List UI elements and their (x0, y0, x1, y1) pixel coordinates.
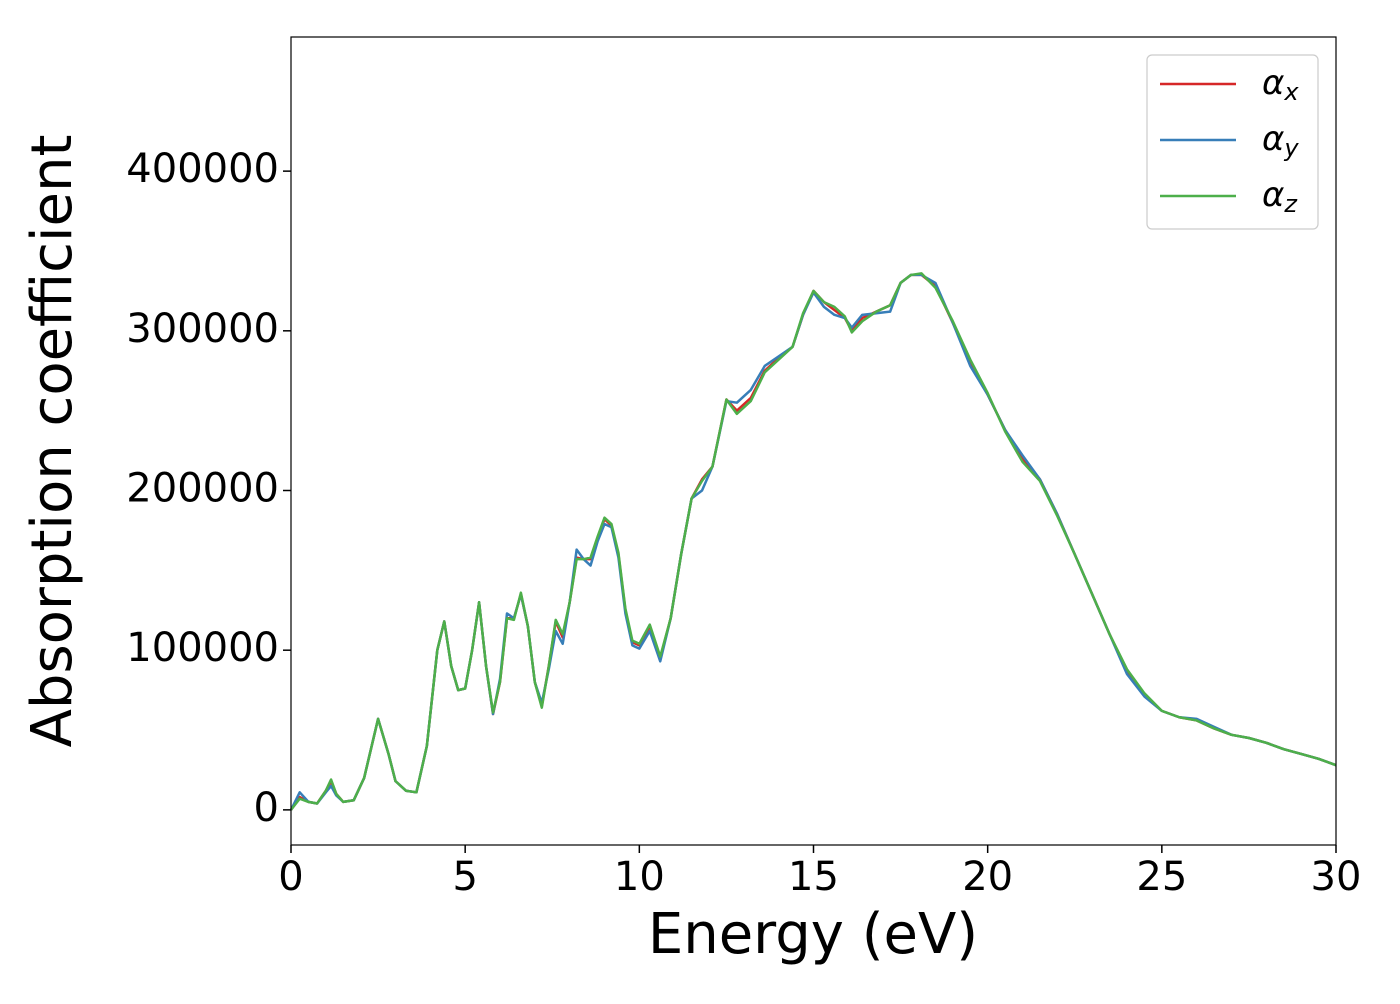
y-tick-label: 400000 (126, 146, 279, 192)
x-tick-label: 20 (962, 854, 1013, 900)
legend-label: αz (1262, 175, 1298, 219)
x-tick-label: 5 (452, 854, 477, 900)
x-tick-label: 15 (788, 854, 839, 900)
x-tick-label: 25 (1136, 854, 1187, 900)
x-tick-label: 30 (1311, 854, 1362, 900)
x-tick-label: 10 (614, 854, 665, 900)
x-axis-label: Energy (eV) (648, 902, 978, 967)
y-axis-label: Absorption coefficient (20, 135, 85, 748)
legend-label: αy (1262, 119, 1299, 163)
legend-box (1146, 54, 1319, 230)
y-tick-label: 0 (254, 785, 279, 831)
plot-frame (290, 36, 1337, 846)
x-tick-label: 0 (278, 854, 303, 900)
legend-label: αx (1262, 63, 1299, 107)
y-tick-label: 300000 (126, 306, 279, 352)
series-line (290, 272, 1337, 811)
y-tick-label: 100000 (126, 625, 279, 671)
y-tick-label: 200000 (126, 466, 279, 512)
